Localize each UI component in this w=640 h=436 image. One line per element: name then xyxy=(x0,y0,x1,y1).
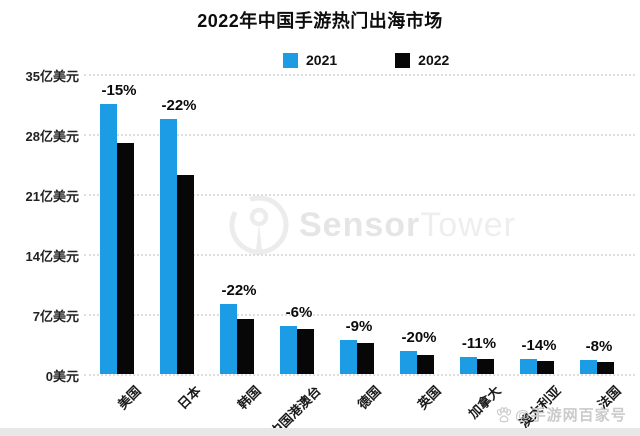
bar-2021-韩国 xyxy=(220,304,237,374)
bar-2022-澳大利亚 xyxy=(537,361,554,374)
pct-label-澳大利亚: -14% xyxy=(521,337,557,354)
bar-2022-德国 xyxy=(357,343,374,374)
gridline xyxy=(84,194,635,196)
bar-2021-澳大利亚 xyxy=(520,359,537,374)
sensortower-watermark: SensorTower xyxy=(227,193,516,257)
pct-label-日本: -22% xyxy=(161,97,197,115)
bar-2021-美国 xyxy=(100,104,117,374)
pct-label-法国: -8% xyxy=(585,338,613,356)
pct-label-美国: -15% xyxy=(101,82,137,99)
y-tick-label: 7亿美元 xyxy=(32,309,79,324)
gridline xyxy=(84,314,635,316)
y-tick-label: 35亿美元 xyxy=(25,69,79,84)
baidu-paw-icon xyxy=(496,406,512,422)
baijiahao-watermark: @手游网百家号 xyxy=(496,404,627,425)
gridline xyxy=(84,254,635,256)
y-tick-label: 0美元 xyxy=(45,369,79,384)
bar-2021-中国港澳台 xyxy=(280,326,297,374)
pct-label-中国港澳台: -6% xyxy=(285,304,313,321)
y-tick-label: 28亿美元 xyxy=(25,129,79,144)
y-tick-label: 21亿美元 xyxy=(25,189,79,204)
bar-2022-中国港澳台 xyxy=(297,329,314,374)
bar-2022-韩国 xyxy=(237,319,254,374)
bar-2022-英国 xyxy=(417,355,434,374)
bar-2021-加拿大 xyxy=(460,357,477,374)
gridline xyxy=(84,74,635,76)
pct-label-英国: -20% xyxy=(401,328,437,346)
bottom-strip xyxy=(0,428,640,436)
baijiahao-watermark-text: @手游网百家号 xyxy=(515,407,627,424)
legend: 2021 2022 xyxy=(283,52,449,68)
bar-2021-法国 xyxy=(580,360,597,374)
legend-label-2021: 2021 xyxy=(306,52,338,68)
bar-2021-德国 xyxy=(340,340,357,374)
legend-item-2022: 2022 xyxy=(395,52,449,68)
gridline xyxy=(84,134,635,136)
pct-label-加拿大: -11% xyxy=(461,334,497,352)
bar-2022-日本 xyxy=(177,175,194,374)
legend-swatch-2021 xyxy=(283,52,298,68)
bar-2021-英国 xyxy=(400,351,417,374)
legend-label-2022: 2022 xyxy=(418,52,450,68)
sensortower-watermark-text: SensorTower xyxy=(299,206,516,244)
pct-label-德国: -9% xyxy=(345,317,373,335)
sensortower-logo-icon xyxy=(229,195,289,255)
gridline xyxy=(84,374,635,376)
y-tick-label: 14亿美元 xyxy=(25,249,79,264)
chart-title: 2022年中国手游热门出海市场 xyxy=(197,11,443,31)
bar-2022-法国 xyxy=(597,362,614,374)
bar-2022-加拿大 xyxy=(477,359,494,374)
legend-item-2021: 2021 xyxy=(283,52,337,68)
bar-2021-日本 xyxy=(160,119,177,374)
pct-label-韩国: -22% xyxy=(221,281,257,299)
bar-2022-美国 xyxy=(117,143,134,374)
legend-swatch-2022 xyxy=(395,52,411,68)
